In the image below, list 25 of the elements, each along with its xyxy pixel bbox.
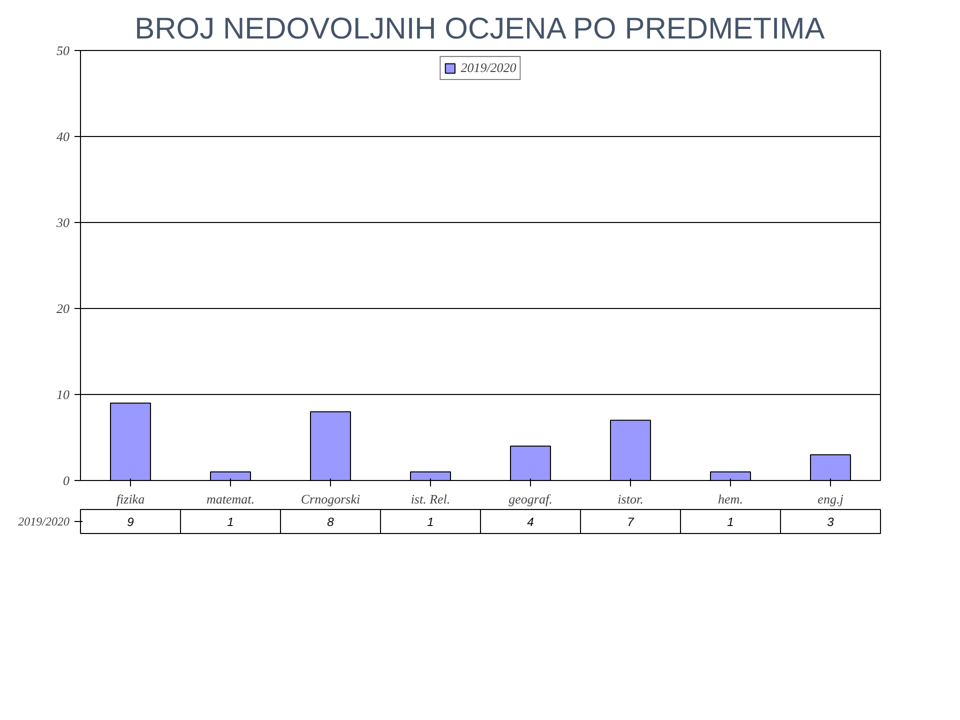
data-label: 4 [527,515,534,529]
data-label: 1 [727,515,734,529]
x-tick-label: matemat. [206,492,255,506]
data-label: 8 [327,515,334,529]
legend-label: 2019/2020 [460,60,516,76]
x-tick-label: fizika [116,492,146,506]
chart-title: BROJ NEDOVOLJNIH OCJENA PO PREDMETIMA [134,12,825,46]
x-tick-label: Crnogorski [300,492,361,506]
y-tick-label: 30 [56,215,70,230]
x-tick-label: geograf. [508,492,552,506]
y-tick-label: 50 [56,43,70,58]
y-tick-label: 10 [56,387,70,402]
data-label: 9 [127,515,134,529]
data-label: 1 [227,515,234,529]
y-tick-label: 20 [56,301,70,316]
data-label: 1 [427,515,434,529]
data-label: 7 [627,515,636,529]
x-tick-label: eng.j [818,492,844,506]
data-label: 3 [827,515,834,529]
y-tick-label: 40 [56,129,70,144]
x-tick-label: hem. [718,492,743,506]
text: 2019/2020 [18,514,70,528]
y-tick-label: 0 [63,473,70,488]
x-tick-label: istor. [618,492,644,506]
x-tick-label: ist. Rel. [410,492,450,506]
